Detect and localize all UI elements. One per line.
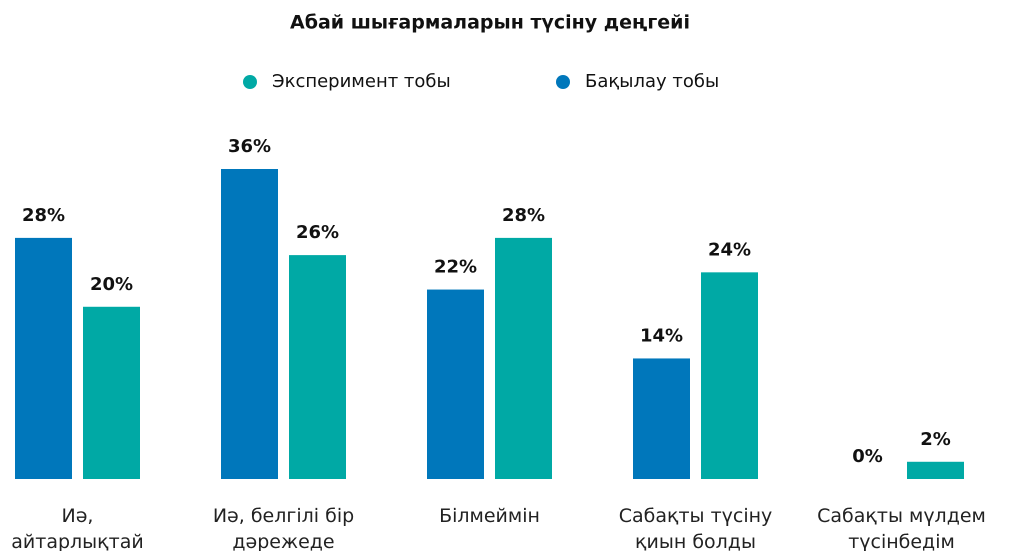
legend-marker	[243, 75, 257, 89]
bar	[83, 306, 140, 479]
data-label: 36%	[228, 136, 271, 157]
data-label: 2%	[920, 429, 951, 450]
bar	[495, 237, 552, 479]
x-tick-label: Білмеймін	[439, 505, 540, 527]
data-label: 22%	[434, 257, 477, 278]
data-label: 14%	[640, 325, 683, 346]
bar	[633, 358, 690, 479]
data-label: 28%	[502, 205, 545, 226]
bar	[907, 461, 964, 479]
bar	[221, 169, 278, 479]
bar	[427, 289, 484, 479]
bar	[701, 272, 758, 479]
bar	[15, 237, 72, 479]
x-tick-label: Иә, белгілі бір дәрежеде	[212, 505, 355, 551]
data-label: 28%	[22, 205, 65, 226]
chart-title: Абай шығармаларын түсіну деңгейі	[290, 12, 690, 34]
data-label: 24%	[708, 239, 751, 260]
x-tick-label: Сабақты мүлдем түсінбедім	[817, 505, 986, 551]
bar	[289, 255, 346, 479]
data-label: 26%	[296, 222, 339, 243]
legend-label: Бақылау тобы	[585, 71, 719, 92]
data-label: 0%	[852, 446, 883, 467]
legend-marker	[556, 75, 570, 89]
data-label: 20%	[90, 274, 133, 295]
x-tick-label: Иә, айтарлықтай	[11, 505, 144, 551]
x-tick-label: Сабақты түсіну қиын болды	[618, 505, 773, 551]
legend-label: Эксперимент тобы	[272, 71, 451, 92]
